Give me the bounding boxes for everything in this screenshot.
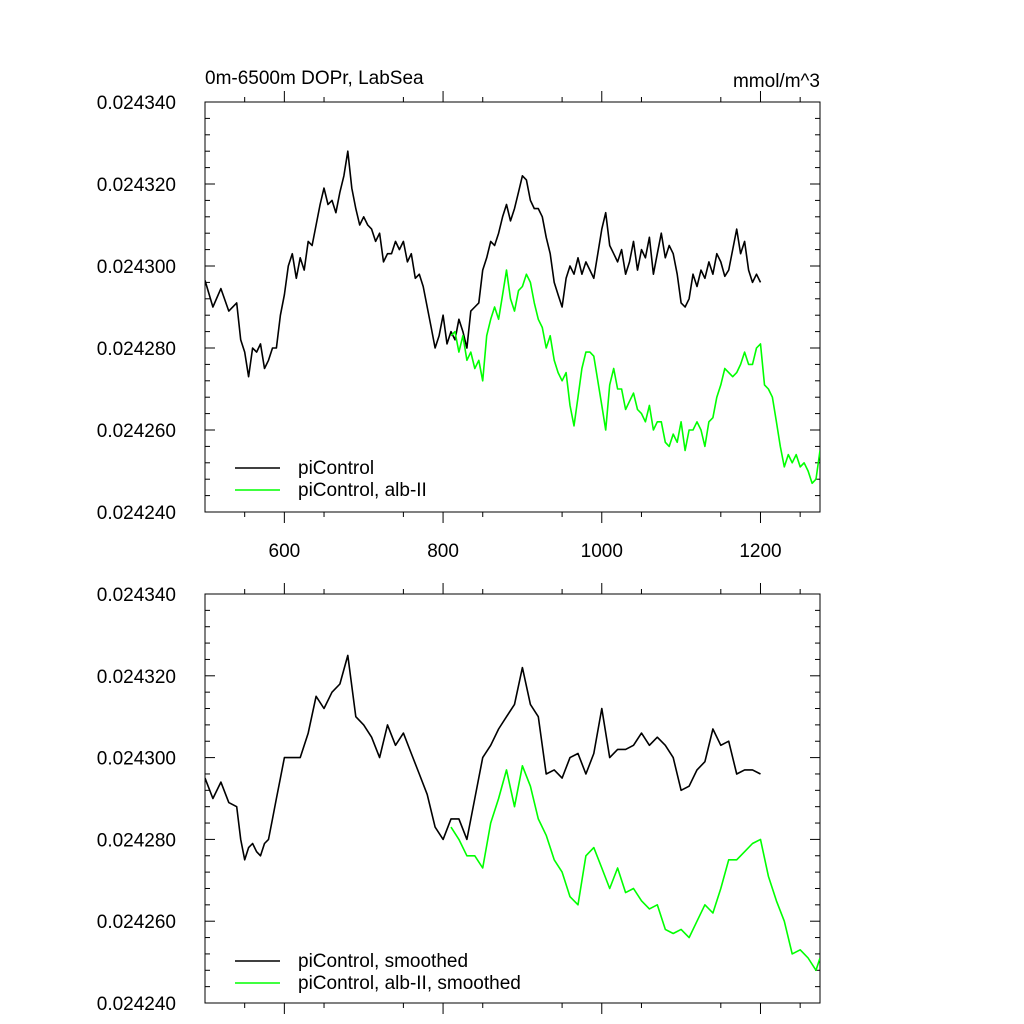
series-line-picontrol-alb-ii	[450, 269, 820, 485]
y-tick-label: 0.024320	[97, 175, 176, 196]
x-tick-label: 600	[269, 541, 301, 562]
series-line-picontrol	[205, 654, 761, 861]
y-tick-label: 0.024300	[97, 257, 176, 278]
y-tick-label: 0.024300	[97, 749, 176, 770]
y-tick-label: 0.024240	[97, 994, 176, 1015]
y-tick-label: 0.024340	[97, 93, 176, 114]
plot-frame	[204, 593, 821, 1004]
y-tick-label: 0.024280	[97, 830, 176, 851]
x-tick-label: 800	[427, 541, 459, 562]
figure-title: 0m-6500m DOPr, LabSea	[205, 68, 424, 89]
legend-label: piControl, alb-II	[298, 480, 427, 501]
units-label: mmol/m^3	[733, 71, 820, 92]
legend-label: piControl	[298, 458, 374, 479]
x-tick-label: 1200	[739, 541, 781, 562]
y-tick-label: 0.024280	[97, 339, 176, 360]
x-tick-label: 1000	[581, 541, 623, 562]
y-tick-label: 0.024320	[97, 667, 176, 688]
series-line-picontrol	[205, 150, 762, 378]
y-tick-label: 0.024240	[97, 503, 176, 524]
series-line-picontrol-alb-ii	[450, 764, 820, 972]
plot-frame	[204, 101, 821, 513]
legend-label: piControl, alb-II, smoothed	[298, 973, 521, 994]
y-tick-label: 0.024340	[97, 585, 176, 606]
y-tick-label: 0.024260	[97, 912, 176, 933]
y-tick-label: 0.024260	[97, 421, 176, 442]
top-panel: 0.024240 0.024260 0.024280 0.024300 0.024320…	[97, 91, 821, 562]
bottom-panel: 0.024240 0.024260 0.024280 0.024300 0.024320…	[97, 583, 821, 1015]
legend-label: piControl, smoothed	[298, 951, 468, 972]
